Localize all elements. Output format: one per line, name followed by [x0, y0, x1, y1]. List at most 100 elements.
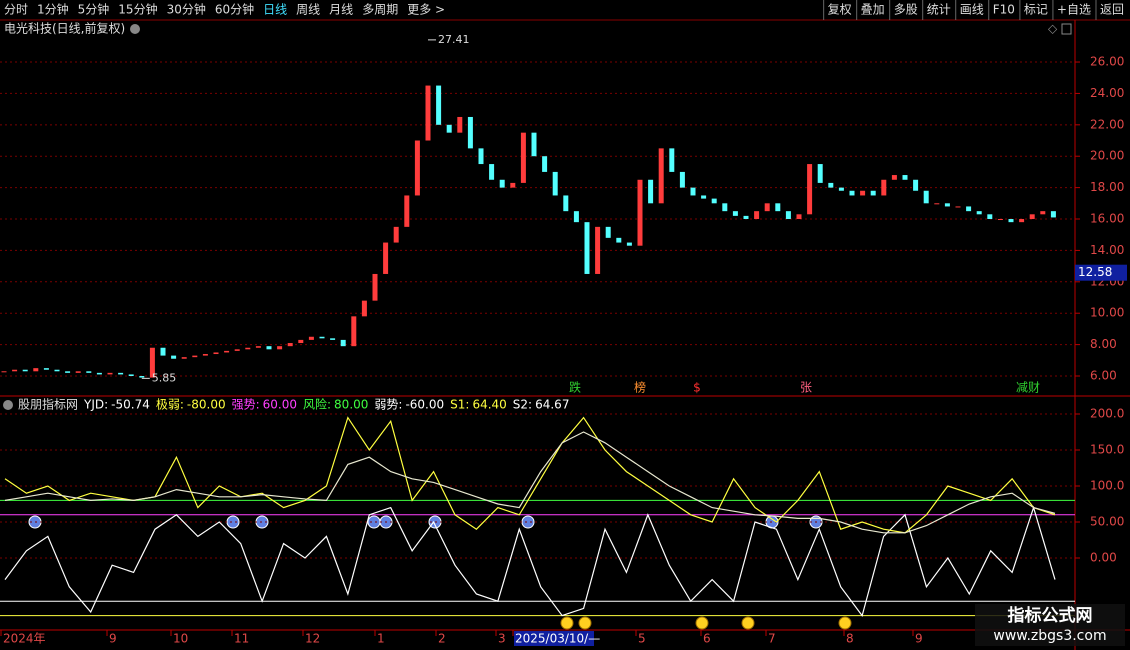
header-name: 风险: — [303, 397, 331, 412]
candle — [467, 116, 473, 149]
candle — [817, 164, 823, 183]
diamond-icon[interactable]: ◇ — [1048, 22, 1058, 36]
toolbar-button[interactable]: 分时 — [4, 3, 28, 17]
candle — [499, 179, 505, 188]
candle — [22, 369, 28, 372]
candle — [1040, 211, 1046, 215]
watermark-title: 指标公式网 — [1008, 605, 1093, 626]
candle — [33, 368, 39, 372]
toolbar-button[interactable]: 15分钟 — [118, 2, 157, 17]
y-tick-label: 24.00 — [1090, 86, 1124, 100]
candle — [75, 371, 81, 373]
toolbar-button[interactable]: 周线 — [296, 3, 320, 17]
candle — [245, 347, 251, 350]
y-tick-label: 50.00 — [1090, 515, 1124, 529]
candle — [955, 206, 961, 208]
date-label: 10 — [173, 632, 188, 646]
toolbar-button[interactable]: 30分钟 — [167, 2, 206, 17]
header-name: 强势: — [232, 398, 260, 412]
candle — [202, 354, 208, 356]
header-name: S2: — [513, 398, 532, 412]
candle — [107, 372, 113, 375]
panel-icon[interactable] — [1061, 23, 1072, 35]
sad-face-icon — [521, 515, 535, 529]
candle — [457, 116, 463, 133]
candle — [637, 179, 643, 246]
toolbar-button[interactable]: 更多 > — [407, 3, 445, 17]
candle — [923, 190, 929, 204]
header-name: S1: — [450, 398, 469, 412]
toolbar-button[interactable]: 1分钟 — [37, 2, 69, 17]
toolbar-button[interactable]: +自选 — [1057, 3, 1091, 17]
indicator-dropdown[interactable] — [3, 400, 13, 410]
candle — [860, 190, 866, 196]
smile-face-icon — [695, 616, 709, 630]
candle — [308, 336, 314, 340]
candle — [849, 190, 855, 196]
candle — [436, 85, 442, 125]
signal-label: 榜 — [634, 380, 646, 395]
candle — [1019, 219, 1025, 223]
toolbar-button[interactable]: F10 — [993, 3, 1015, 17]
header-value: -50.74 — [111, 398, 150, 412]
candle — [573, 211, 579, 223]
y-tick-label: 6.00 — [1090, 369, 1117, 383]
header-value: 64.67 — [535, 398, 569, 412]
toolbar-button[interactable]: 日线 — [263, 3, 287, 17]
candle — [870, 190, 876, 196]
signal-label: 跌 — [569, 380, 581, 395]
current-price-label: 12.58 — [1078, 265, 1112, 279]
candle — [626, 242, 632, 246]
signal-label: 张 — [800, 381, 812, 395]
toolbar-button[interactable]: 统计 — [927, 3, 951, 17]
y-tick-label: 18.00 — [1090, 180, 1124, 194]
candle — [881, 179, 887, 196]
header-value: 64.40 — [472, 398, 506, 412]
date-label: 3 — [498, 632, 506, 646]
candle — [891, 175, 897, 180]
candle — [722, 203, 728, 212]
toolbar-button[interactable]: 画线 — [960, 3, 984, 17]
candle — [1050, 211, 1056, 218]
candle — [997, 219, 1003, 221]
candle — [690, 187, 696, 196]
candle — [913, 179, 919, 191]
toolbar-button[interactable]: 多股 — [894, 3, 918, 17]
candle — [552, 171, 558, 196]
toolbar-button[interactable]: 月线 — [329, 3, 353, 17]
candle — [510, 182, 516, 188]
candle — [542, 156, 548, 172]
title-dropdown[interactable] — [130, 24, 140, 34]
toolbar-button[interactable]: 叠加 — [861, 3, 885, 17]
toolbar-button[interactable]: 返回 — [1100, 3, 1124, 17]
candle — [489, 164, 495, 180]
candle — [128, 374, 134, 377]
toolbar-button[interactable]: 复权 — [828, 3, 852, 17]
candle — [987, 214, 993, 220]
y-tick-label: 22.00 — [1090, 117, 1124, 131]
candle — [213, 352, 219, 355]
candle — [796, 214, 802, 220]
current-price-box — [1075, 264, 1127, 281]
date-label: 1 — [377, 632, 385, 646]
candle — [944, 203, 950, 207]
toolbar-button[interactable]: 标记 — [1024, 3, 1048, 17]
candle — [255, 346, 261, 348]
y-tick-label: 150.0 — [1090, 443, 1124, 457]
candle — [86, 371, 92, 373]
header-value: -60.00 — [405, 398, 444, 412]
candle — [1029, 214, 1035, 220]
date-label: 12 — [305, 632, 320, 646]
candle — [171, 355, 177, 359]
smile-face-icon — [838, 616, 852, 630]
candle — [340, 339, 346, 347]
date-label: 6 — [703, 632, 711, 646]
candle — [361, 300, 367, 317]
candle — [425, 85, 431, 141]
candle — [754, 211, 760, 220]
header-value: 60.00 — [263, 398, 297, 412]
toolbar-button[interactable]: 5分钟 — [78, 2, 110, 17]
toolbar-button[interactable]: 多周期 — [362, 3, 398, 17]
toolbar-button[interactable]: 60分钟 — [215, 2, 254, 17]
